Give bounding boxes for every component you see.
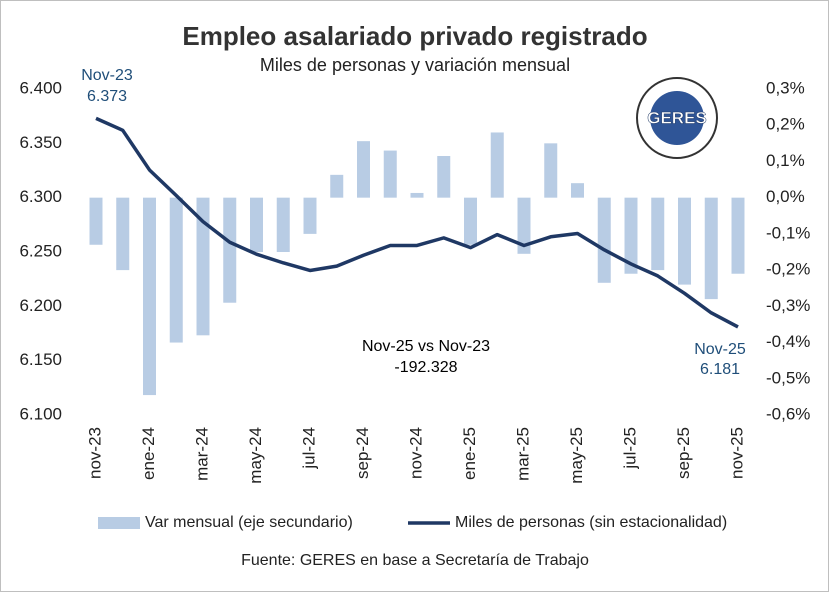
bar — [276, 197, 290, 252]
line — [95, 116, 739, 329]
y2-tick-label: -0,6% — [766, 404, 810, 423]
x-tick-label: may-24 — [246, 427, 265, 484]
bar — [383, 150, 397, 198]
annotation: Nov-25 — [694, 341, 746, 358]
y-tick-label: 6.200 — [19, 296, 62, 315]
y2-tick-label: 0,3% — [766, 78, 805, 97]
y-tick-label: 6.400 — [19, 78, 62, 97]
x-tick-label: mar-24 — [192, 427, 211, 481]
bar — [250, 197, 263, 252]
bar — [517, 197, 531, 254]
logo: GERES — [636, 77, 718, 159]
bar — [731, 197, 745, 274]
bar — [169, 197, 183, 343]
bar — [410, 192, 424, 198]
y-tick-label: 6.150 — [19, 350, 62, 369]
bar — [544, 143, 558, 198]
bar — [571, 183, 584, 198]
bar — [357, 141, 370, 198]
annotation: Nov-23 — [81, 67, 133, 84]
y2-tick-label: -0,2% — [766, 260, 810, 279]
annotation: 6.181 — [700, 361, 740, 378]
legend-label: Var mensual (eje secundario) — [145, 514, 353, 531]
y-tick-label: 6.300 — [19, 187, 62, 206]
annotation: 6.373 — [87, 88, 127, 105]
y2-tick-label: 0,2% — [766, 115, 805, 134]
bar — [597, 197, 611, 283]
x-tick-label: mar-25 — [513, 427, 532, 481]
y2-tick-label: 0,0% — [766, 187, 805, 206]
x-tick-label: sep-25 — [674, 427, 693, 479]
bar — [223, 197, 237, 303]
bar — [196, 197, 210, 336]
annotation: Nov-25 vs Nov-23 — [362, 338, 490, 355]
y-tick-label: 6.350 — [19, 133, 62, 152]
bar — [704, 197, 718, 300]
logo-text: GERES — [647, 108, 707, 127]
bar — [303, 197, 317, 234]
x-tick-label: nov-23 — [85, 427, 104, 479]
x-tick-label: ene-25 — [460, 427, 479, 480]
bar — [624, 197, 638, 274]
legend-swatch — [98, 517, 140, 529]
x-tick-label: may-25 — [567, 427, 586, 484]
chart-title: Empleo asalariado privado registrado — [182, 21, 647, 51]
x-tick-label: jul-25 — [620, 427, 639, 470]
logo-globe — [650, 91, 704, 145]
source: Fuente: GERES en base a Secretaría de Tr… — [241, 552, 589, 569]
bar — [143, 197, 156, 396]
x-tick-label: nov-24 — [406, 427, 425, 479]
y2-tick-label: -0,5% — [766, 368, 810, 387]
y-tick-label: 6.100 — [19, 404, 62, 423]
bar — [330, 174, 344, 198]
y2-tick-label: -0,4% — [766, 332, 810, 351]
legend-label: Miles de personas (sin estacionalidad) — [455, 514, 727, 531]
bar — [490, 132, 504, 198]
bar — [651, 197, 665, 271]
bar — [89, 197, 103, 245]
bar — [116, 197, 130, 271]
x-tick-label: jul-24 — [299, 427, 318, 470]
x-tick-label: sep-24 — [353, 427, 372, 479]
annotation: -192.328 — [394, 359, 457, 376]
chart-subtitle: Miles de personas y variación mensual — [260, 55, 570, 75]
y2-tick-label: -0,3% — [766, 296, 810, 315]
y-tick-label: 6.250 — [19, 241, 62, 260]
y2-tick-label: 0,1% — [766, 151, 805, 170]
x-tick-label: nov-25 — [727, 427, 746, 479]
bar — [678, 197, 691, 285]
x-tick-label: ene-24 — [139, 427, 158, 480]
bar — [437, 156, 451, 198]
bar — [464, 197, 477, 245]
y2-tick-label: -0,1% — [766, 223, 810, 242]
